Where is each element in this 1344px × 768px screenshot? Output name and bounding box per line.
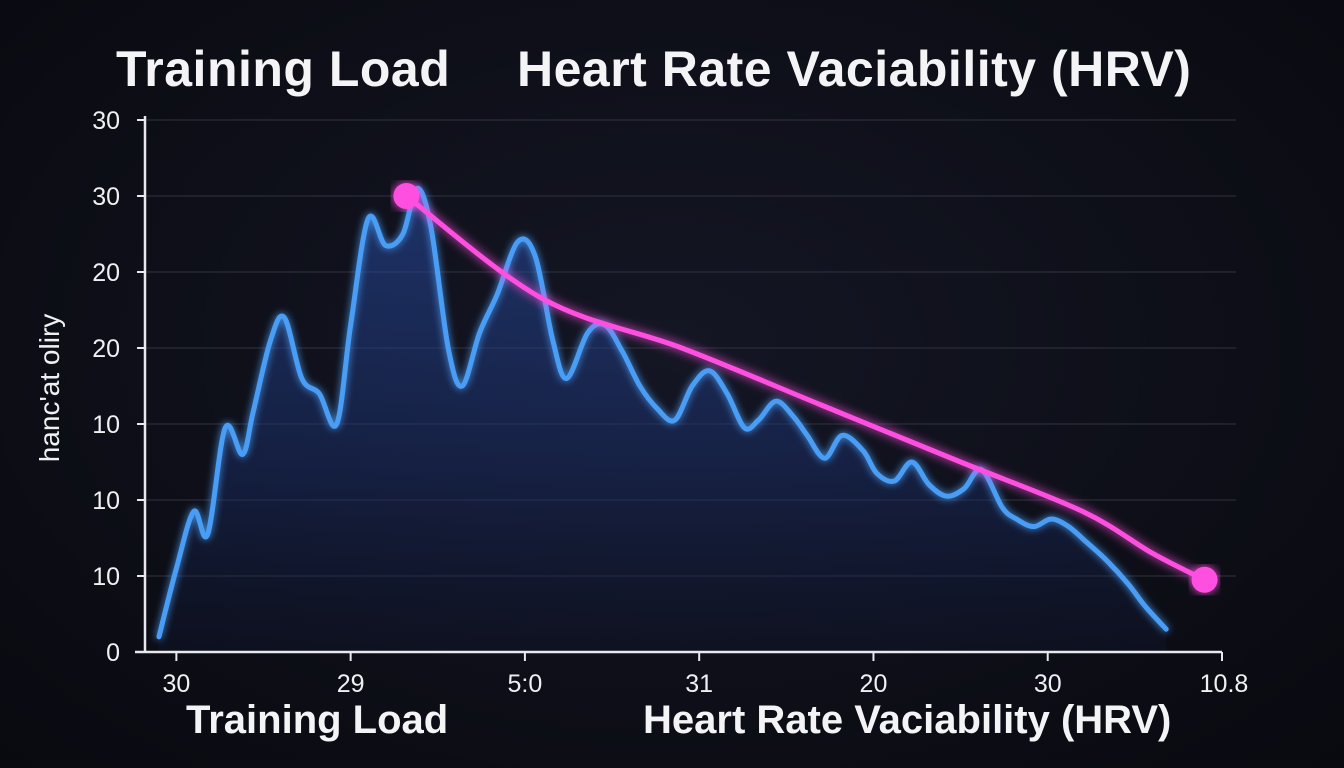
chart-title-right: Heart Rate Vaciability (HRV): [517, 41, 1192, 97]
x-tick-label-3: 31: [685, 670, 713, 698]
x-tick-label-5: 30: [1034, 670, 1062, 698]
data-points: [393, 183, 1218, 593]
y-tick-label-0: 0: [106, 639, 120, 667]
x-tick-label-1: 29: [337, 670, 365, 698]
hrv-end-point: [1191, 566, 1218, 593]
x-tick-label-6: 10.8: [1200, 670, 1249, 698]
x-tick-label-2: 5:0: [508, 670, 543, 698]
series-line-hrv: [403, 193, 1208, 583]
y-tick-label-5: 20: [92, 259, 120, 287]
x-tick-label-0: 30: [162, 670, 190, 698]
hrv-start-point: [393, 183, 420, 209]
x-axis-label-left: Training Load: [186, 698, 449, 742]
axes: [135, 116, 1223, 661]
y-tick-label-7: 30: [92, 107, 120, 135]
series-area-training-load: [158, 188, 1167, 652]
y-tick-label-2: 10: [92, 487, 120, 515]
area-fill-group: [158, 188, 1167, 652]
y-tick-label-3: 10: [92, 411, 120, 439]
y-tick-label-4: 20: [92, 335, 120, 363]
series-lines: [156, 185, 1208, 640]
x-axis-label-right: Heart Rate Vaciability (HRV): [643, 698, 1172, 742]
x-tick-label-4: 20: [860, 670, 888, 698]
y-tick-label-1: 10: [92, 563, 120, 591]
y-axis-label: hanc'at oliry: [34, 313, 65, 463]
chart-title-left: Training Load: [116, 41, 451, 97]
tick-labels: 0 10 10 10 20 20 30 30 30 29 5:0 31 20 30 10.8: [92, 107, 1248, 698]
y-tick-label-6: 30: [92, 183, 120, 211]
